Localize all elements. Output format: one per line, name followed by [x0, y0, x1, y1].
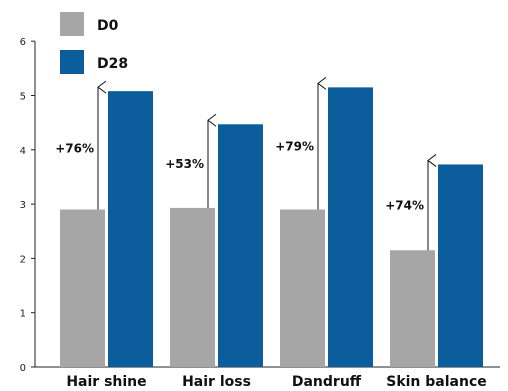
x-tick-label: Dandruff — [292, 374, 362, 390]
bars — [60, 87, 483, 368]
y-tick-label: 5 — [20, 92, 26, 103]
legend-label-d0: D0 — [97, 18, 119, 34]
category-labels: Hair shine Hair loss Dandruff Skin balance — [66, 374, 486, 390]
bar-d28-hair-loss — [218, 124, 263, 368]
y-tick-label: 2 — [20, 254, 26, 265]
x-tick-label: Skin balance — [386, 374, 487, 390]
bar-d0-hair-shine — [60, 209, 105, 367]
bar-d0-hair-loss — [170, 207, 215, 367]
legend-swatch-d28 — [60, 50, 84, 74]
legend: D0 D28 — [60, 12, 128, 74]
increase-label: +76% — [55, 141, 94, 155]
y-tick-label: 1 — [20, 309, 26, 320]
y-tick-label: 3 — [20, 200, 26, 211]
bar-d0-skin-balance — [390, 250, 435, 367]
x-tick-label: Hair shine — [66, 374, 146, 390]
x-tick-label: Hair loss — [182, 374, 251, 390]
y-tick-label: 0 — [20, 363, 26, 374]
increase-label: +74% — [385, 198, 424, 212]
increase-label: +79% — [275, 139, 314, 153]
legend-label-d28: D28 — [97, 56, 128, 72]
bar-d0-dandruff — [280, 209, 325, 367]
increase-label: +53% — [165, 157, 204, 171]
arrows: +76% +53% +79% +74% — [55, 76, 437, 251]
bar-d28-dandruff — [328, 87, 373, 367]
legend-swatch-d0 — [60, 12, 84, 36]
y-tick-label: 6 — [20, 37, 26, 48]
y-tick-label: 4 — [20, 146, 26, 157]
bar-d28-skin-balance — [438, 164, 483, 367]
bar-d28-hair-shine — [108, 91, 153, 367]
